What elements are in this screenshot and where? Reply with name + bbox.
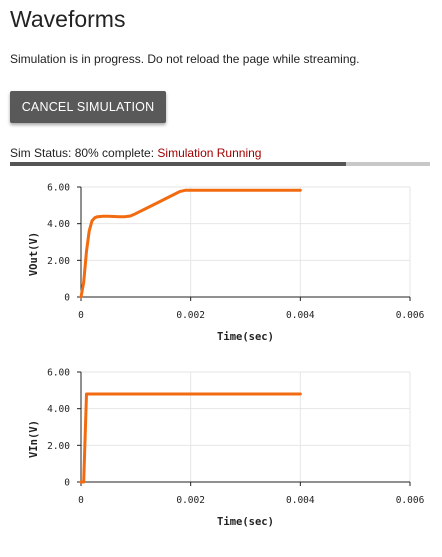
x-tick-label: 0.004	[286, 495, 315, 506]
y-tick-label: 6.00	[47, 368, 70, 379]
vout-chart: 0 2.00 4.00 6.00 0 0.002 0.004 0.006 Time(sec) VO…	[0, 175, 442, 350]
x-tick-label: 0.004	[286, 310, 315, 321]
series-line	[79, 188, 302, 299]
page-title: Waveforms	[10, 6, 126, 32]
y-tick-label: 0	[64, 293, 70, 304]
x-tick-label: 0.006	[396, 310, 425, 321]
y-tick-label: 2.00	[47, 441, 70, 452]
x-axis-title: Time(sec)	[217, 516, 274, 528]
cancel-simulation-button[interactable]: CANCEL SIMULATION	[10, 91, 166, 123]
y-axis-title: VIn(V)	[28, 420, 40, 458]
series-line	[79, 392, 302, 484]
sim-status-state: Simulation Running	[157, 146, 262, 160]
x-tick-label: 0.002	[176, 310, 205, 321]
x-tick-label: 0	[78, 310, 84, 321]
vout-chart-svg: 0 2.00 4.00 6.00 0 0.002 0.004 0.006 Time(sec) VO…	[28, 183, 425, 344]
y-tick-label: 4.00	[47, 219, 70, 230]
vin-chart: 0 2.00 4.00 6.00 0 0.002 0.004 0.006 Time(sec) VI…	[0, 360, 442, 535]
vin-chart-svg: 0 2.00 4.00 6.00 0 0.002 0.004 0.006 Time(sec) VI…	[28, 368, 425, 529]
sim-status-text: Sim Status: 80% complete:	[10, 146, 158, 160]
x-axis-title: Time(sec)	[217, 331, 274, 343]
y-tick-label: 2.00	[47, 256, 70, 267]
x-tick-label: 0	[78, 495, 84, 506]
y-tick-label: 0	[64, 478, 70, 489]
sim-status: Sim Status: 80% complete: Simulation Run…	[10, 146, 261, 160]
progress-bar-fill	[10, 162, 346, 166]
streaming-notice: Simulation is in progress. Do not reload…	[10, 52, 360, 66]
y-tick-label: 6.00	[47, 183, 70, 194]
y-axis-title: VOut(V)	[28, 232, 40, 276]
progress-bar	[10, 162, 430, 166]
y-tick-label: 4.00	[47, 404, 70, 415]
x-tick-label: 0.006	[396, 495, 425, 506]
x-tick-label: 0.002	[176, 495, 205, 506]
